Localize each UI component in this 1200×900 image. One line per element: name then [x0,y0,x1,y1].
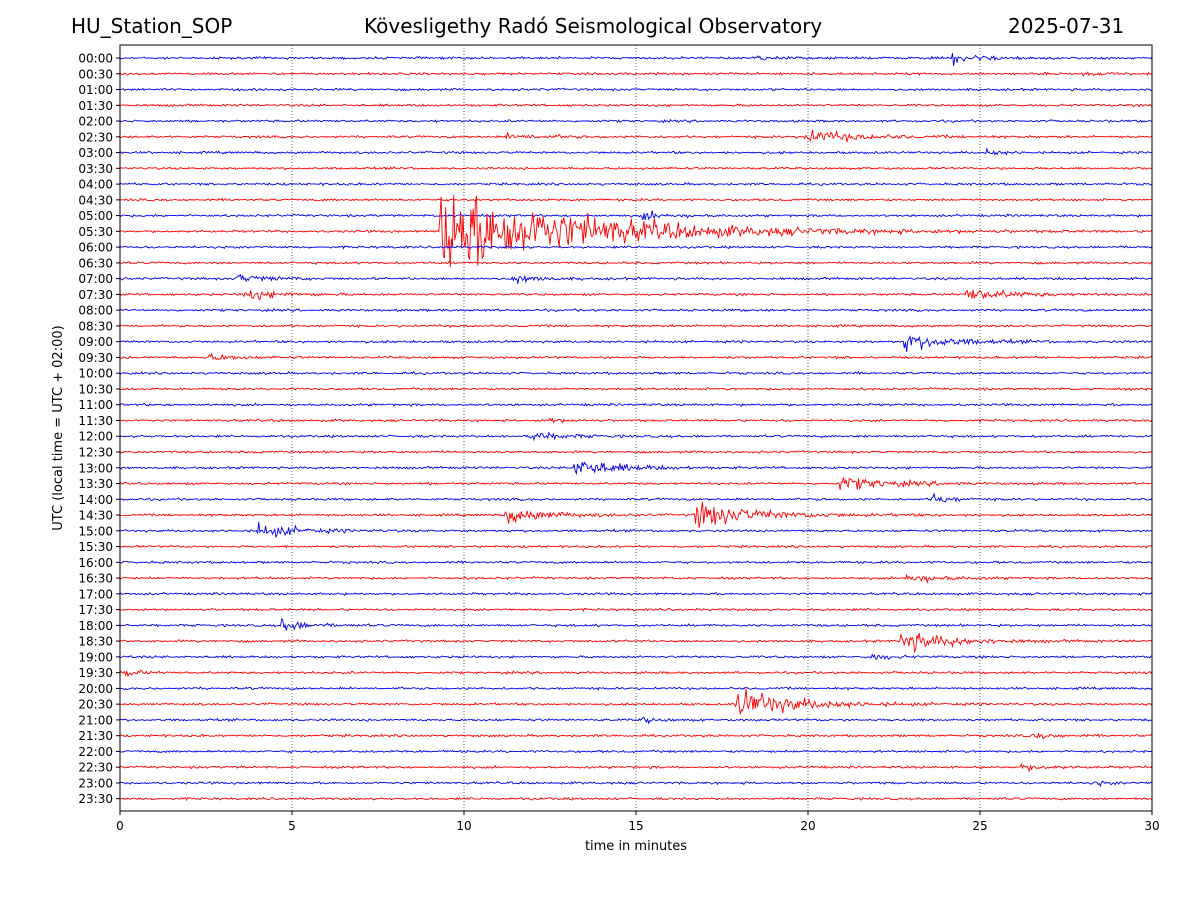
trace-2030 [120,688,1152,715]
grid-lines [291,45,981,811]
trace-2000 [120,686,1152,691]
y-tick-label: 11:00 [78,398,113,412]
y-tick-label: 19:00 [78,650,113,664]
y-tick-label: 01:00 [78,83,113,97]
y-tick-label: 13:00 [78,461,113,475]
y-tick-label: 05:30 [78,225,113,239]
station-name: HU_Station_SOP [71,14,233,38]
trace-0100 [120,87,1152,92]
y-tick-label: 06:00 [78,241,113,255]
x-tick-label: 15 [628,819,643,833]
trace-1900 [120,653,1152,661]
y-tick-label: 03:30 [78,162,113,176]
x-axis-label: time in minutes [585,839,687,854]
y-tick-label: 08:30 [78,319,113,333]
y-tick-label: 18:00 [78,619,113,633]
y-tick-label: 06:30 [78,256,113,270]
y-tick-label: 07:30 [78,288,113,302]
y-tick-label: 17:00 [78,587,113,601]
x-axis: 0 5 10 15 20 25 30 [116,811,1160,833]
y-tick-label: 21:30 [78,729,113,743]
trace-1400 [120,492,1152,503]
y-tick-label: 12:00 [78,430,113,444]
y-axis-label: UTC (local time = UTC + 02:00) [51,325,66,530]
y-tick-label: 13:30 [78,477,113,491]
y-tick-label: 17:30 [78,603,113,617]
y-tick-label: 03:00 [78,146,113,160]
y-tick-label: 09:30 [78,351,113,365]
y-tick-label: 12:30 [78,446,113,460]
y-tick-label: 01:30 [78,99,113,113]
y-tick-label: 19:30 [78,666,113,680]
trace-0230 [120,129,1152,143]
y-tick-label: 16:30 [78,572,113,586]
y-tick-label: 15:00 [78,524,113,538]
trace-1030 [120,386,1152,392]
trace-2230 [120,762,1152,773]
trace-0900 [120,335,1152,352]
y-tick-label: 20:00 [78,682,113,696]
y-tick-label: 18:30 [78,635,113,649]
y-tick-label: 21:00 [78,713,113,727]
y-tick-label: 22:30 [78,761,113,775]
trace-2130 [120,732,1152,740]
trace-2200 [120,749,1152,754]
trace-1630 [120,573,1152,584]
y-tick-label: 11:30 [78,414,113,428]
y-tick-label: 16:00 [78,556,113,570]
trace-0500 [120,210,1152,221]
y-tick-label: 20:30 [78,698,113,712]
trace-0000 [120,53,1152,67]
x-tick-label: 0 [116,819,124,833]
trace-1230 [120,449,1152,455]
chart-date: 2025-07-31 [1008,14,1125,38]
trace-1430 [120,501,1152,528]
y-tick-label: 10:30 [78,382,113,396]
y-tick-label: 14:30 [78,509,113,523]
y-tick-label: 07:00 [78,272,113,286]
x-tick-label: 20 [800,819,815,833]
y-tick-label: 10:00 [78,367,113,381]
y-tick-label: 14:00 [78,493,113,507]
y-tick-label: 02:00 [78,115,113,129]
y-tick-label: 23:30 [78,792,113,806]
y-tick-label: 23:00 [78,776,113,790]
y-tick-label: 08:00 [78,304,113,318]
trace-0830 [120,323,1152,329]
trace-0730 [120,288,1152,301]
y-tick-label: 04:00 [78,178,113,192]
trace-0430 [120,197,1152,202]
y-tick-label: 15:30 [78,540,113,554]
y-tick-label: 04:30 [78,193,113,207]
y-tick-label: 22:00 [78,745,113,759]
y-tick-label: 02:30 [78,130,113,144]
y-tick-label: 09:00 [78,335,113,349]
x-tick-label: 10 [456,819,471,833]
y-tick-label: 05:00 [78,209,113,223]
y-tick-label: 00:30 [78,67,113,81]
chart-title: Kövesligethy Radó Seismological Observat… [364,14,823,38]
x-tick-label: 5 [288,819,296,833]
y-tick-label: 00:00 [78,52,113,66]
x-tick-label: 25 [972,819,987,833]
x-tick-label: 30 [1144,819,1159,833]
trace-0800 [120,307,1152,313]
